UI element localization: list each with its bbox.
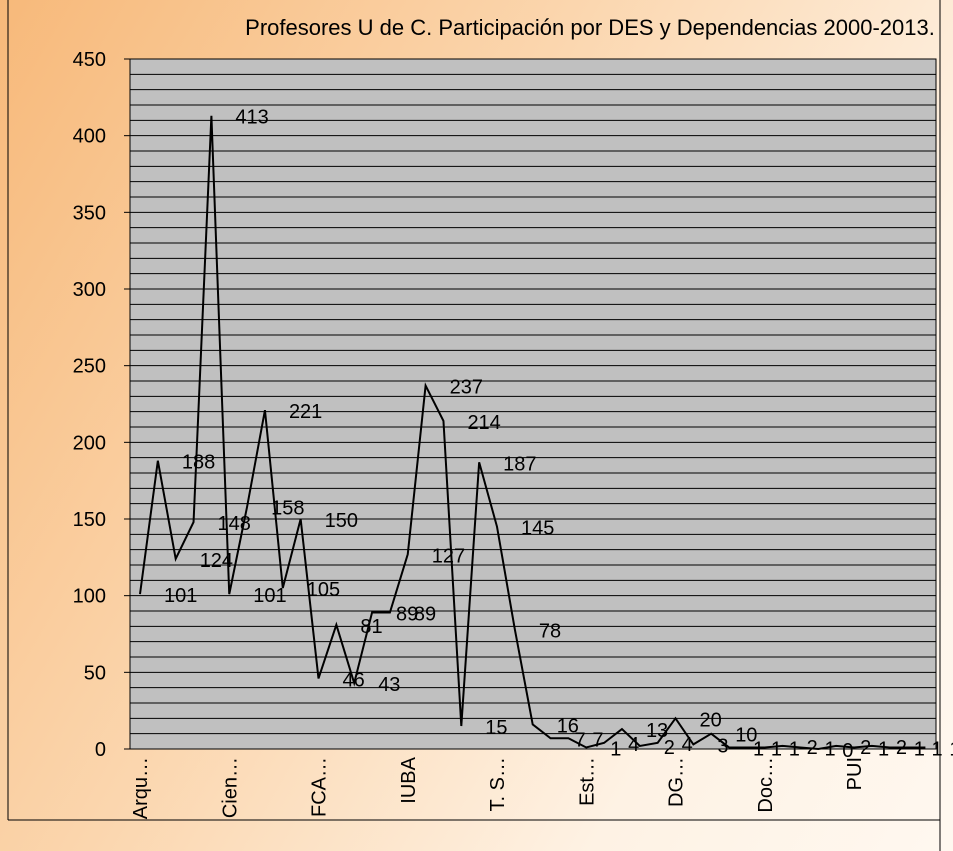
chart-title: Profesores U de C. Participación por DES… <box>245 15 935 40</box>
data-label: 13 <box>646 720 668 742</box>
y-tick-label: 350 <box>73 202 106 224</box>
x-tick-label: FCA… <box>309 757 331 817</box>
data-label: 1 <box>949 738 953 760</box>
y-tick-label: 450 <box>73 49 106 71</box>
data-label: 4 <box>628 734 639 756</box>
data-label: 127 <box>432 545 465 567</box>
data-label: 4 <box>682 734 693 756</box>
line-series <box>139 115 926 751</box>
y-tick-label: 0 <box>95 739 106 761</box>
data-label: 150 <box>325 510 358 532</box>
y-tick-label: 250 <box>73 356 106 378</box>
data-label: 46 <box>343 669 365 691</box>
data-label: 78 <box>539 620 561 642</box>
y-tick-label: 50 <box>84 662 106 684</box>
x-tick-label: Cien… <box>219 757 241 818</box>
data-label: 7 <box>592 729 603 751</box>
data-label: 20 <box>700 709 722 731</box>
data-label: 89 <box>414 604 436 626</box>
data-label: 0 <box>842 740 853 762</box>
data-label: 1 <box>610 738 621 760</box>
data-label: 1 <box>914 738 925 760</box>
data-label: 1 <box>789 738 800 760</box>
x-tick-label: Est… <box>576 757 598 806</box>
data-label: 1 <box>771 738 782 760</box>
y-tick-label: 100 <box>73 586 106 608</box>
data-label: 1 <box>878 738 889 760</box>
data-label: 2 <box>896 737 907 759</box>
data-label: 81 <box>360 616 382 638</box>
y-tick-label: 400 <box>73 126 106 148</box>
data-label: 101 <box>253 585 286 607</box>
data-label: 1 <box>824 738 835 760</box>
x-tick-label: PUI <box>844 757 866 790</box>
data-label: 43 <box>378 674 400 696</box>
data-label: 2 <box>807 737 818 759</box>
data-label: 124 <box>200 550 233 572</box>
data-label: 187 <box>503 453 536 475</box>
x-tick-label: T. S… <box>487 757 509 811</box>
data-label: 148 <box>218 513 251 535</box>
data-label: 145 <box>521 518 554 540</box>
data-label: 3 <box>717 735 728 757</box>
data-label: 101 <box>164 585 197 607</box>
x-tick-label: IUBA <box>398 756 420 803</box>
data-label: 214 <box>467 412 500 434</box>
data-label: 221 <box>289 401 322 423</box>
data-label: 16 <box>557 715 579 737</box>
data-label: 89 <box>396 604 418 626</box>
data-label: 2 <box>860 737 871 759</box>
data-label: 1 <box>932 738 943 760</box>
y-tick-label: 150 <box>73 509 106 531</box>
x-tick-label: Arqu… <box>130 757 152 819</box>
y-tick-label: 300 <box>73 279 106 301</box>
data-label: 10 <box>735 725 757 747</box>
data-label: 1 <box>753 738 764 760</box>
data-label: 7 <box>575 729 586 751</box>
plot-area <box>129 58 937 750</box>
data-label: 15 <box>485 717 507 739</box>
data-label: 413 <box>235 107 268 129</box>
data-label: 158 <box>271 498 304 520</box>
data-label: 188 <box>182 452 215 474</box>
data-label: 2 <box>664 737 675 759</box>
data-label: 105 <box>307 579 340 601</box>
x-tick-label: DG… <box>666 757 688 807</box>
data-label: 237 <box>450 377 483 399</box>
x-tick-label: Doc… <box>755 757 777 813</box>
y-tick-label: 200 <box>73 432 106 454</box>
